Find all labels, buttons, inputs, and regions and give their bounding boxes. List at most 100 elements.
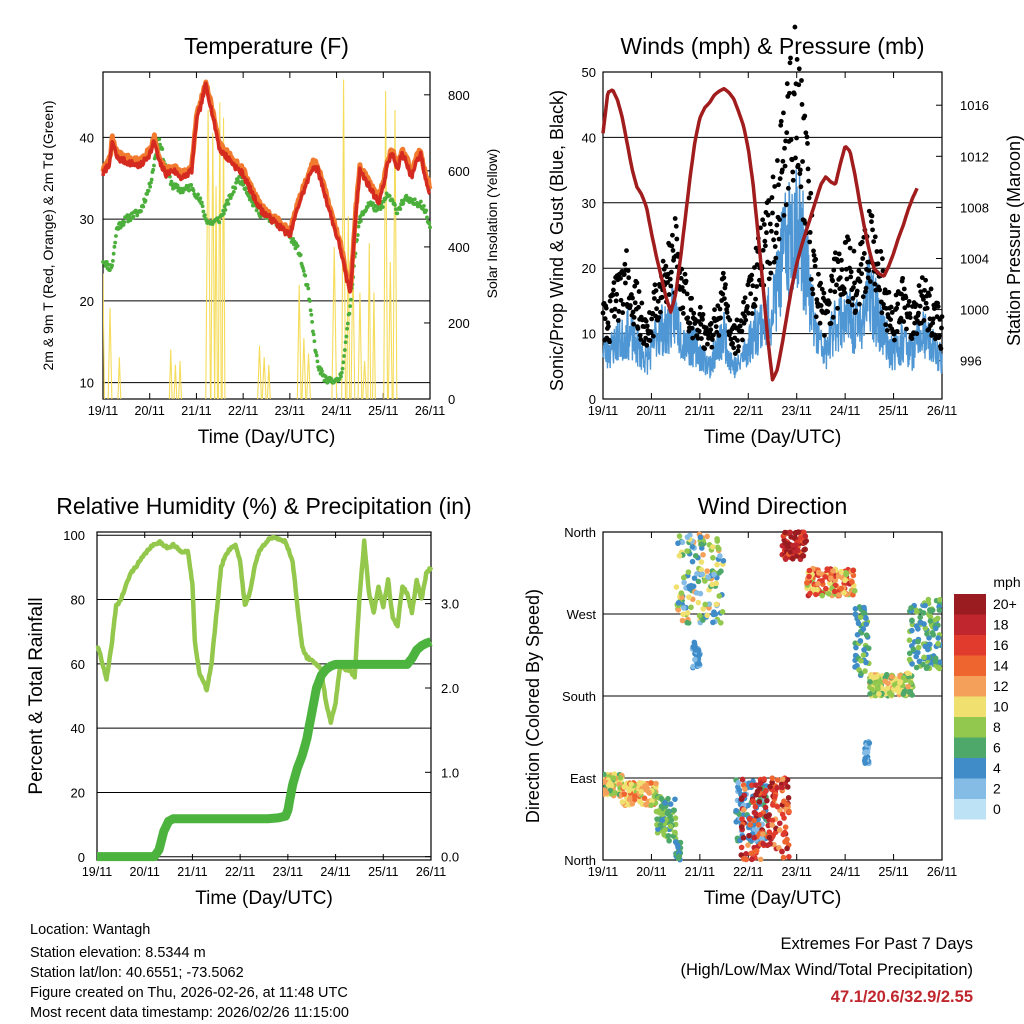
legend-label: 20+: [993, 596, 1017, 612]
direction-point: [861, 604, 867, 611]
direction-point: [690, 583, 697, 590]
wind-gust-point: [804, 134, 810, 140]
direction-point: [665, 808, 671, 815]
wind-gust-point: [808, 190, 814, 196]
direction-point: [696, 612, 703, 619]
wind-gust-point: [724, 310, 730, 315]
direction-point: [874, 673, 880, 680]
wind-gust-point: [746, 310, 751, 316]
wind-gust-point: [631, 321, 637, 327]
direction-point: [913, 653, 919, 660]
temperature-9m-line: [100, 79, 433, 290]
direction-y-tick-label: West: [567, 607, 597, 622]
direction-point: [766, 829, 773, 835]
wind-gust-point: [783, 202, 789, 208]
wind-gust-point: [660, 258, 666, 264]
wind-gust-point: [658, 309, 663, 315]
pressure-line: [601, 86, 919, 382]
direction-point: [779, 784, 785, 791]
wind-gust-point: [888, 304, 894, 310]
wind-gust-point: [872, 234, 878, 240]
direction-point: [900, 691, 907, 697]
direction-point: [862, 755, 869, 762]
solar-spike: [266, 364, 271, 399]
dewpoint-point: [199, 200, 204, 205]
wind-gust-point: [805, 166, 811, 172]
dewpoint-point: [298, 253, 303, 257]
direction-point: [806, 573, 812, 580]
direction-point: [860, 652, 867, 658]
dewpoint-point: [240, 179, 245, 184]
dewpoint-point: [158, 142, 162, 147]
humidity-x-tick-label: 20/11: [130, 865, 160, 879]
direction-point: [767, 841, 773, 847]
wind-gust-point: [901, 319, 907, 324]
direction-point: [621, 791, 628, 797]
wind-gust-point: [612, 306, 618, 312]
direction-point: [769, 775, 776, 781]
direction-point: [713, 601, 720, 608]
wind-gust-point: [778, 122, 784, 128]
wind-gust-point: [648, 330, 654, 336]
direction-point: [780, 854, 787, 861]
direction-point: [753, 782, 759, 788]
wind-gust-point: [772, 184, 778, 189]
dewpoint-point: [395, 211, 400, 216]
direction-point: [874, 684, 881, 691]
direction-point: [690, 663, 696, 670]
direction-point: [629, 800, 636, 807]
direction-point: [754, 788, 761, 795]
dewpoint-point: [341, 360, 346, 365]
direction-point: [782, 540, 789, 546]
direction-point: [905, 670, 911, 677]
wind-gust-point: [700, 312, 706, 317]
direction-x-tick-label: 19/11: [588, 865, 618, 879]
direction-point: [665, 833, 672, 839]
direction-point: [763, 787, 769, 794]
direction-point: [757, 812, 763, 818]
direction-point: [642, 783, 648, 789]
wind-gust-point: [874, 249, 880, 254]
wind-gust-point: [936, 333, 942, 339]
wind-gust-point: [784, 130, 790, 136]
dewpoint-point: [217, 220, 222, 225]
legend-label: 16: [993, 637, 1009, 653]
wind-gust-point: [760, 247, 766, 253]
wind-gust-point: [846, 299, 852, 305]
wind-gust-point: [734, 317, 740, 323]
solar-spike: [362, 360, 368, 399]
wind-gust-point: [767, 261, 773, 266]
wind-gust-point: [830, 314, 836, 320]
winds-panel: 19/11 20/11 21/11 22/11 23/11 24/11 25/11 26/11…: [547, 24, 1024, 448]
dewpoint-point: [404, 193, 409, 198]
wind-gust-point: [826, 300, 832, 306]
wind-gust-point: [810, 286, 815, 292]
direction-point: [745, 842, 751, 848]
direction-point: [889, 673, 895, 680]
temperature-y-tick-label: 40: [80, 130, 94, 145]
dewpoint-point: [401, 201, 406, 206]
dewpoint-point: [113, 240, 118, 245]
wind-gust-point: [930, 316, 936, 322]
wind-gust-point: [689, 325, 695, 331]
humidity-y2-tick-label: 0.0: [441, 850, 459, 865]
wind-gust-point: [754, 284, 760, 289]
direction-point: [749, 782, 755, 788]
direction-point: [936, 665, 942, 672]
direction-point: [681, 605, 687, 611]
direction-point: [769, 817, 776, 824]
direction-point: [802, 539, 808, 545]
temperature-2m-line: [101, 81, 431, 294]
wind-gust-point: [790, 177, 796, 183]
wind-gust-point: [861, 251, 867, 256]
dewpoint-point: [228, 196, 233, 201]
wind-gust-point: [931, 306, 937, 311]
wind-gust-point: [877, 287, 883, 293]
wind-gust-point: [764, 230, 769, 236]
dewpoint-point: [141, 204, 146, 209]
wind-gust-point: [725, 303, 731, 309]
direction-point: [914, 609, 920, 615]
direction-point: [927, 618, 934, 624]
direction-point: [738, 796, 745, 802]
direction-point: [769, 779, 775, 786]
